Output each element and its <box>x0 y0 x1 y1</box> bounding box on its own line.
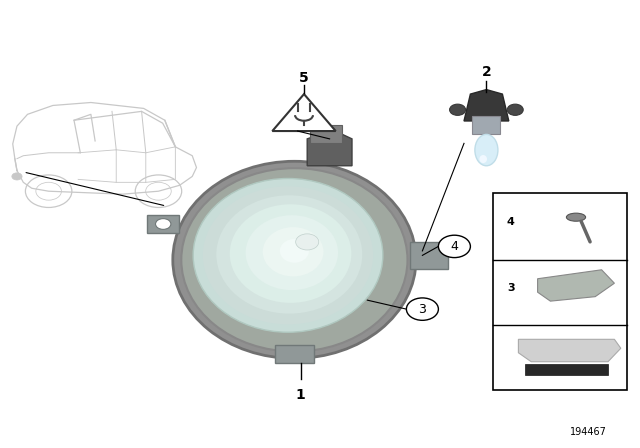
Ellipse shape <box>230 204 351 303</box>
Circle shape <box>296 234 319 250</box>
FancyBboxPatch shape <box>493 193 627 390</box>
Text: 194467: 194467 <box>570 427 607 437</box>
Ellipse shape <box>203 186 373 324</box>
Polygon shape <box>518 339 621 362</box>
Polygon shape <box>464 90 509 121</box>
Text: 4: 4 <box>451 240 458 253</box>
Polygon shape <box>307 130 352 166</box>
Text: 5: 5 <box>299 71 309 86</box>
Ellipse shape <box>173 161 416 358</box>
Circle shape <box>438 235 470 258</box>
Ellipse shape <box>479 155 487 163</box>
Ellipse shape <box>193 178 383 332</box>
Text: 3: 3 <box>419 302 426 316</box>
Ellipse shape <box>475 134 498 166</box>
Text: 3: 3 <box>507 283 515 293</box>
Ellipse shape <box>181 168 408 352</box>
Ellipse shape <box>216 195 362 314</box>
FancyBboxPatch shape <box>525 364 608 375</box>
Circle shape <box>406 298 438 320</box>
Polygon shape <box>147 215 179 233</box>
Polygon shape <box>410 242 448 269</box>
Circle shape <box>12 173 22 180</box>
Ellipse shape <box>246 215 338 290</box>
Ellipse shape <box>566 213 586 221</box>
Text: 1: 1 <box>296 388 306 401</box>
Ellipse shape <box>449 104 466 116</box>
Polygon shape <box>472 116 500 134</box>
Text: 2: 2 <box>481 65 492 79</box>
Polygon shape <box>310 125 342 143</box>
Text: 4: 4 <box>507 217 515 227</box>
Ellipse shape <box>280 239 309 263</box>
Ellipse shape <box>263 227 323 276</box>
Polygon shape <box>538 270 614 301</box>
Polygon shape <box>275 345 314 363</box>
Ellipse shape <box>508 104 524 116</box>
Circle shape <box>156 219 171 229</box>
Polygon shape <box>273 94 335 131</box>
